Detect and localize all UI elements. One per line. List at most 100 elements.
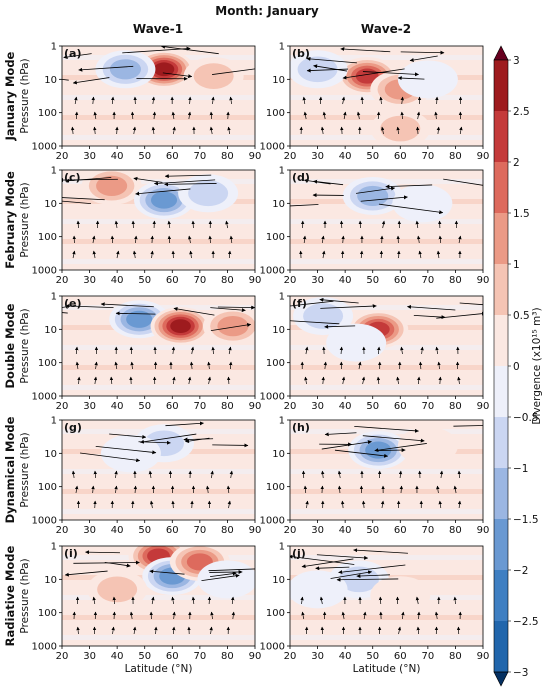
background-band: [62, 259, 255, 264]
flux-arrow: [132, 626, 137, 635]
flux-arrow: [112, 596, 116, 605]
colorbar-segment: [494, 162, 508, 214]
flux-arrow: [319, 596, 324, 605]
flux-arrow: [93, 111, 97, 120]
x-tick-label: 60: [394, 401, 407, 412]
flux-arrow: [208, 568, 255, 572]
y-tick-label: 1000: [32, 142, 57, 153]
flux-arrow: [211, 346, 215, 355]
x-tick-label: 80: [449, 275, 462, 286]
flux-arrow: [62, 312, 68, 314]
x-tick-label: 60: [166, 275, 179, 286]
panel-contours: [290, 297, 483, 390]
x-tick-label: 90: [477, 651, 490, 662]
flux-arrow: [303, 485, 308, 494]
flux-arrow: [360, 195, 408, 202]
colorbar-segment: [494, 468, 508, 520]
flux-arrow: [109, 433, 147, 439]
figure-title: Month: January: [215, 4, 319, 18]
flux-arrow: [362, 71, 419, 77]
contour-blob: [97, 576, 138, 603]
background-band: [62, 615, 255, 620]
contour-blob: [397, 60, 458, 99]
flux-arrow: [70, 126, 75, 135]
colorbar-tick-label: −1: [513, 463, 528, 475]
y-tick-label: 1: [279, 542, 285, 553]
flux-arrow: [173, 306, 215, 316]
background-band: [290, 615, 483, 620]
flux-arrow: [415, 596, 420, 605]
flux-arrow: [92, 250, 97, 259]
flux-arrow: [171, 596, 175, 605]
colorbar-tick-label: 1: [513, 259, 520, 271]
y-tick-label: 100: [266, 358, 285, 369]
y-tick-label: 100: [38, 232, 57, 243]
contour-blob: [197, 560, 255, 599]
flux-arrow: [209, 570, 243, 575]
column-title-wave-1: Wave-1: [133, 22, 183, 36]
flux-arrow: [381, 220, 386, 229]
flux-arrow: [115, 311, 156, 316]
flux-arrow: [420, 346, 424, 355]
flux-arrow: [62, 197, 105, 201]
flux-arrow: [226, 485, 231, 494]
flux-arrow: [303, 111, 308, 120]
panel-label: (e): [64, 297, 82, 310]
x-tick-label: 30: [311, 151, 324, 162]
flux-arrow: [122, 46, 191, 54]
y-tick-label: 100: [266, 232, 285, 243]
flux-arrow: [324, 324, 356, 329]
flux-arrow: [227, 250, 232, 259]
flux-arrow: [321, 440, 372, 450]
flux-arrow: [201, 573, 240, 582]
colorbar-tick-label: 2: [513, 157, 520, 169]
colorbar-label: Divergence (x10¹⁵ m³): [531, 307, 543, 424]
colorbar-segment: [494, 417, 508, 469]
x-tick-label: 70: [421, 651, 434, 662]
flux-arrow: [320, 470, 325, 479]
flux-arrow: [361, 376, 366, 385]
colorbar-extend-max: [493, 45, 509, 61]
flux-arrow: [74, 346, 79, 355]
flux-arrow: [151, 126, 156, 135]
flux-arrow: [161, 46, 219, 55]
panel-label: (i): [64, 547, 78, 560]
flux-arrow: [129, 611, 134, 620]
flux-arrow: [413, 315, 446, 320]
flux-arrow: [457, 470, 461, 479]
x-tick-label: 20: [284, 525, 297, 536]
flux-arrow: [231, 596, 235, 605]
x-tick-label: 80: [221, 401, 234, 412]
flux-arrow: [321, 235, 325, 244]
x-tick-label: 40: [339, 151, 352, 162]
flux-arrow: [228, 361, 233, 370]
flux-arrow: [62, 304, 77, 308]
flux-arrow: [290, 300, 334, 307]
y-tick-label: 1000: [32, 392, 57, 403]
flux-arrow: [72, 250, 76, 259]
flux-arrow: [92, 235, 96, 244]
y-tick-label: 1: [279, 416, 285, 427]
flux-arrow: [418, 361, 423, 370]
flux-arrow: [305, 346, 309, 355]
x-tick-label: 90: [249, 525, 262, 536]
flux-arrow: [353, 548, 408, 554]
flux-arrow: [397, 76, 425, 81]
y-tick-label: 1: [51, 542, 57, 553]
contour-blob: [397, 426, 458, 465]
flux-arrow: [100, 302, 154, 308]
flux-arrow: [459, 302, 483, 307]
panel-contours: [290, 176, 483, 264]
flux-arrow: [65, 304, 114, 309]
flux-arrow: [62, 200, 92, 205]
flux-arrow: [135, 188, 191, 196]
flux-arrow: [171, 500, 175, 509]
panel-contours: [290, 548, 483, 640]
flux-arrow: [187, 376, 192, 385]
flux-arrow: [207, 361, 211, 370]
flux-arrow: [458, 235, 462, 244]
colorbar-tick-label: −0.5: [513, 412, 539, 424]
background-band: [62, 115, 255, 120]
x-tick-label: 30: [83, 275, 96, 286]
